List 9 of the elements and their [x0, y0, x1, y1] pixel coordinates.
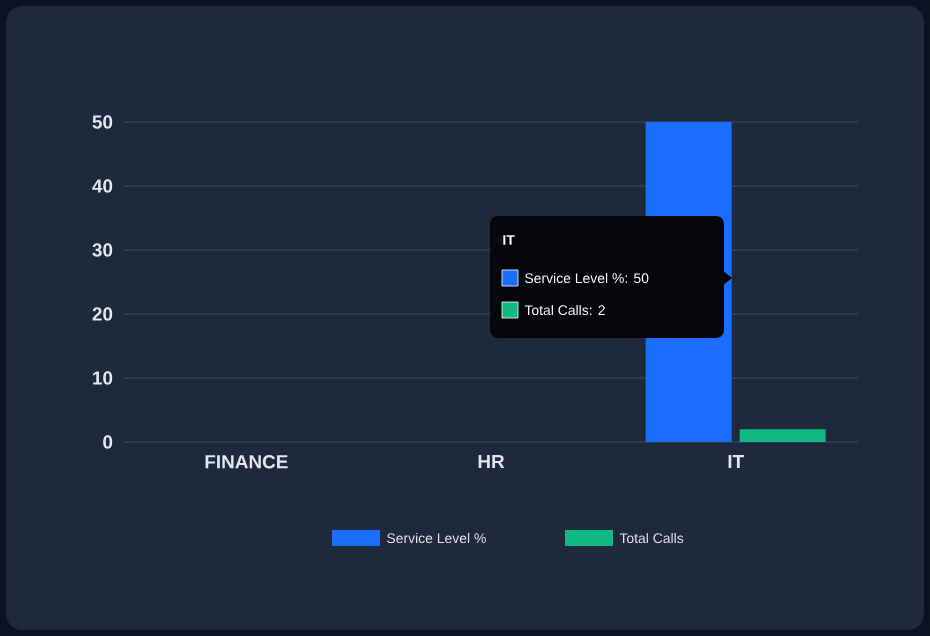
y-tick-label: 40 — [92, 179, 113, 193]
y-tick-label: 30 — [92, 243, 113, 257]
x-tick-label: IT — [728, 455, 744, 469]
y-tick-label: 0 — [103, 435, 113, 449]
x-tick-label: FINANCE — [205, 455, 288, 469]
y-tick-label: 50 — [92, 115, 113, 129]
x-tick-label: HR — [478, 455, 505, 469]
y-tick-label: 20 — [92, 307, 113, 321]
y-tick-label: 10 — [93, 371, 113, 385]
